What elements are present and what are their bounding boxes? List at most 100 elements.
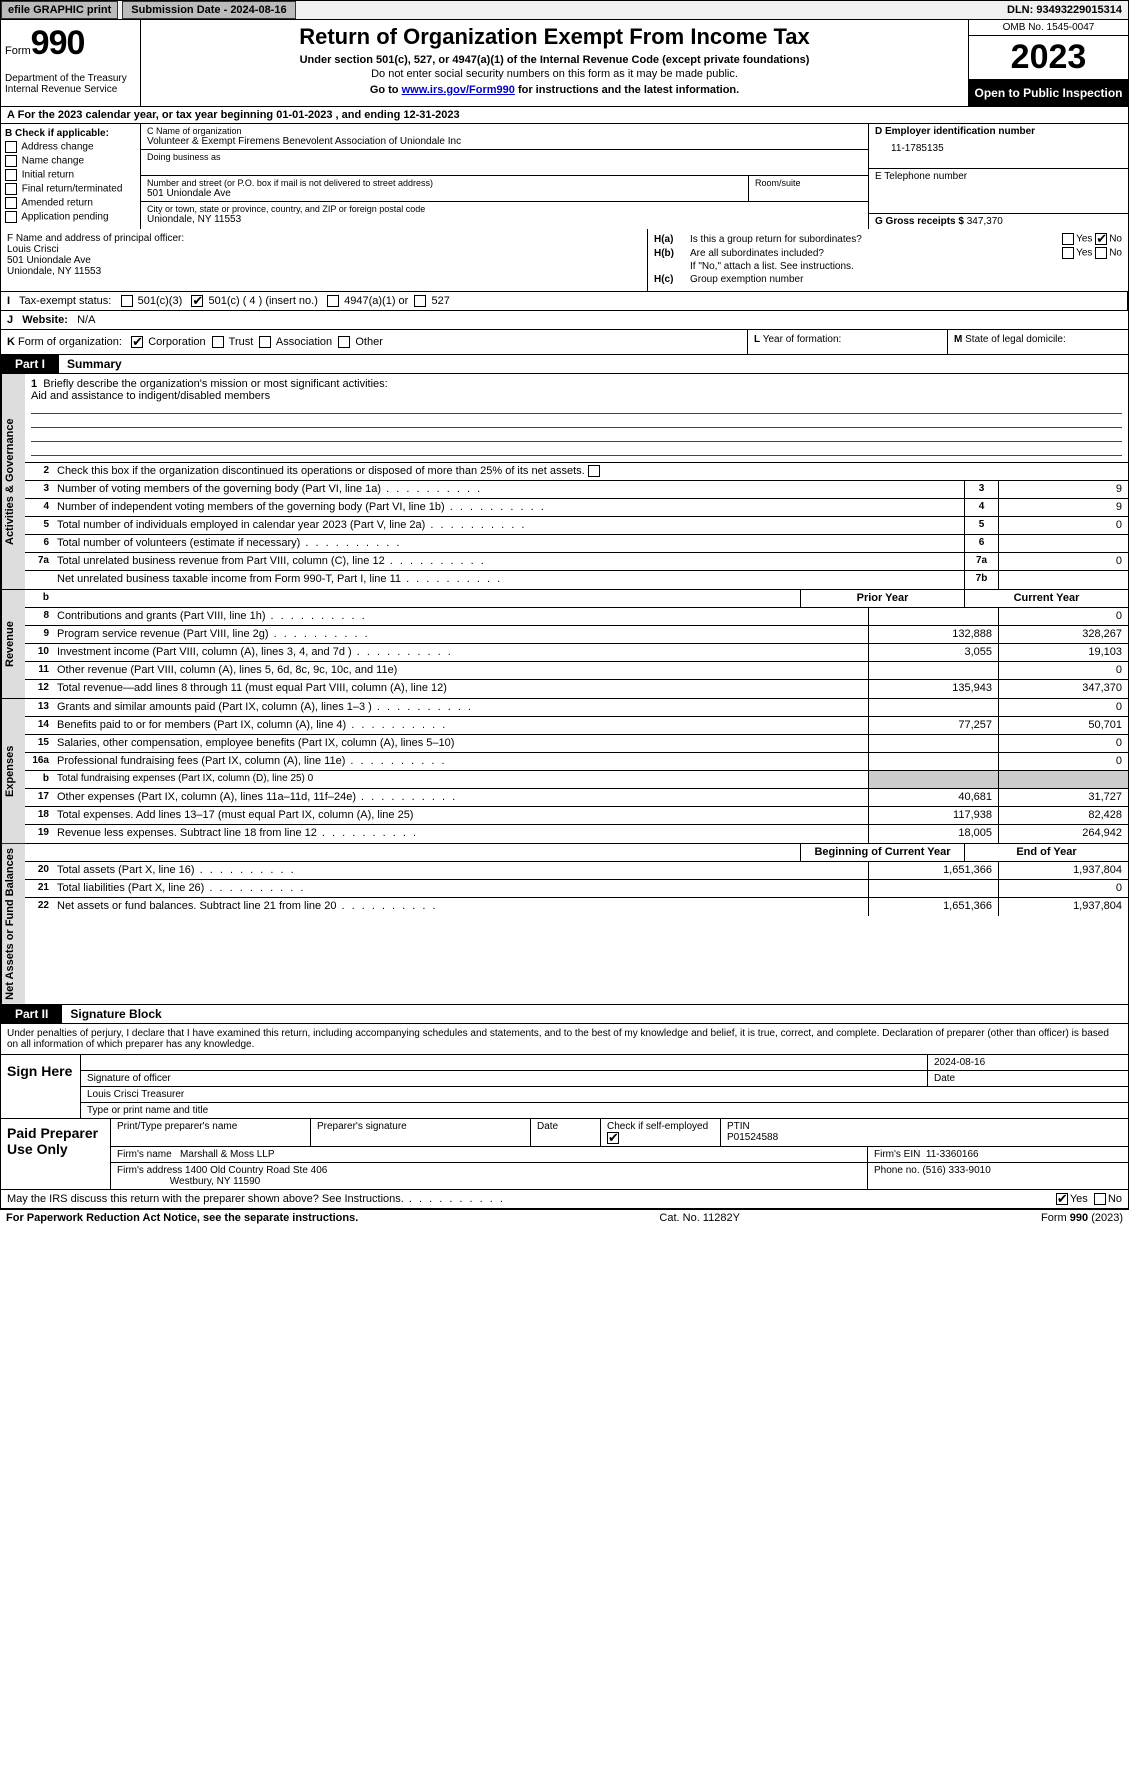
line-20: Total assets (Part X, line 16)	[53, 862, 868, 879]
chk-corporation[interactable]: Corporation	[131, 336, 206, 348]
firm-address: Firm's address 1400 Old Country Road Ste…	[111, 1163, 868, 1189]
line-15: Salaries, other compensation, employee b…	[53, 735, 868, 752]
ha-yes[interactable]: Yes	[1062, 233, 1092, 245]
vlabel-nab: Net Assets or Fund Balances	[1, 844, 25, 1004]
val-7b	[998, 571, 1128, 589]
box-m: M State of legal domicile:	[948, 330, 1128, 354]
submission-date-badge: Submission Date - 2024-08-16	[122, 1, 295, 19]
line-17: Other expenses (Part IX, column (A), lin…	[53, 789, 868, 806]
boxes-d-e-g: D Employer identification number 11-1785…	[868, 124, 1128, 229]
sig-date-lbl: Date	[928, 1071, 1128, 1086]
line-22: Net assets or fund balances. Subtract li…	[53, 898, 868, 916]
irs-link[interactable]: www.irs.gov/Form990	[402, 84, 515, 96]
form-note: Do not enter social security numbers on …	[149, 68, 960, 80]
chk-501c[interactable]: 501(c) ( 4 ) (insert no.)	[191, 295, 317, 307]
chk-amended-return[interactable]: Amended return	[5, 197, 136, 209]
paid-preparer-block: Paid Preparer Use Only Print/Type prepar…	[0, 1119, 1129, 1190]
street-cell: Number and street (or P.O. box if mail i…	[141, 176, 748, 202]
box-i-row: I Tax-exempt status: 501(c)(3) 501(c) ( …	[0, 292, 1129, 311]
chk-discontinued[interactable]	[588, 465, 600, 477]
efile-print-button[interactable]: efile GRAPHIC print	[1, 1, 118, 19]
chk-association[interactable]: Association	[259, 336, 332, 348]
chk-name-change[interactable]: Name change	[5, 155, 136, 167]
sign-here-block: Sign Here 2024-08-16 Signature of office…	[0, 1054, 1129, 1119]
line-7a: Total unrelated business revenue from Pa…	[53, 553, 964, 570]
prep-sig-hdr: Preparer's signature	[311, 1119, 531, 1146]
hb-no[interactable]: No	[1095, 247, 1122, 259]
sign-here-label: Sign Here	[1, 1055, 81, 1118]
discuss-no[interactable]: No	[1094, 1193, 1122, 1205]
org-name: Volunteer & Exempt Firemens Benevolent A…	[147, 136, 862, 147]
col-curr: Current Year	[964, 590, 1128, 607]
line-21: Total liabilities (Part X, line 26)	[53, 880, 868, 897]
line-7b: Net unrelated business taxable income fr…	[53, 571, 964, 589]
form-subtitle: Under section 501(c), 527, or 4947(a)(1)…	[149, 54, 960, 66]
box-b-label: B Check if applicable:	[5, 128, 136, 139]
city: Uniondale, NY 11553	[147, 214, 862, 225]
chk-application-pending[interactable]: Application pending	[5, 211, 136, 223]
tax-year: 2023	[969, 36, 1128, 80]
line-18: Total expenses. Add lines 13–17 (must eq…	[53, 807, 868, 824]
chk-501c3[interactable]: 501(c)(3)	[121, 295, 183, 307]
vlabel-ag: Activities & Governance	[1, 374, 25, 589]
cat-no: Cat. No. 11282Y	[358, 1212, 1041, 1224]
line-8: Contributions and grants (Part VIII, lin…	[53, 608, 868, 625]
box-k: K Form of organization: Corporation Trus…	[1, 330, 748, 354]
chk-trust[interactable]: Trust	[212, 336, 254, 348]
prep-self-hdr: Check if self-employed	[601, 1119, 721, 1146]
box-j: J Website: N/A	[1, 311, 1128, 329]
chk-4947[interactable]: 4947(a)(1) or	[327, 295, 408, 307]
line-11: Other revenue (Part VIII, column (A), li…	[53, 662, 868, 679]
city-cell: City or town, state or province, country…	[141, 202, 868, 227]
dba-cell: Doing business as	[141, 150, 868, 176]
line-1: 1 Briefly describe the organization's mi…	[25, 374, 1128, 463]
top-toolbar: efile GRAPHIC print Submission Date - 20…	[0, 0, 1129, 20]
hb-yes[interactable]: Yes	[1062, 247, 1092, 259]
box-e: E Telephone number	[869, 169, 1128, 214]
ha-no[interactable]: No	[1095, 233, 1122, 245]
val-6	[998, 535, 1128, 552]
paid-preparer-label: Paid Preparer Use Only	[1, 1119, 111, 1189]
box-c: C Name of organization Volunteer & Exemp…	[141, 124, 868, 229]
box-j-row: J Website: N/A	[0, 311, 1129, 330]
chk-final-return[interactable]: Final return/terminated	[5, 183, 136, 195]
box-h: H(a) Is this a group return for subordin…	[648, 229, 1128, 291]
perjury-text: Under penalties of perjury, I declare th…	[0, 1024, 1129, 1054]
officer-name-title: Louis Crisci Treasurer	[81, 1087, 1128, 1102]
line-6: Total number of volunteers (estimate if …	[53, 535, 964, 552]
firm-name: Firm's name Marshall & Moss LLP	[111, 1147, 868, 1162]
chk-address-change[interactable]: Address change	[5, 141, 136, 153]
form-goto: Go to www.irs.gov/Form990 for instructio…	[149, 84, 960, 96]
part-1-header: Part I Summary	[0, 355, 1129, 374]
section-expenses: Expenses 13Grants and similar amounts pa…	[0, 699, 1129, 844]
gross-receipts: 347,370	[967, 216, 1003, 227]
omb-number: OMB No. 1545-0047	[969, 20, 1128, 36]
discuss-yes[interactable]: Yes	[1056, 1193, 1088, 1205]
open-public-badge: Open to Public Inspection	[969, 80, 1128, 106]
val-5: 0	[998, 517, 1128, 534]
box-b: B Check if applicable: Address change Na…	[1, 124, 141, 229]
line-12: Total revenue—add lines 8 through 11 (mu…	[53, 680, 868, 698]
box-i: I Tax-exempt status: 501(c)(3) 501(c) ( …	[1, 292, 1128, 310]
chk-initial-return[interactable]: Initial return	[5, 169, 136, 181]
officer-city: Uniondale, NY 11553	[7, 266, 641, 277]
form-word: Form	[5, 45, 31, 57]
section-revenue: Revenue bPrior YearCurrent Year 8Contrib…	[0, 590, 1129, 699]
discuss-row: May the IRS discuss this return with the…	[0, 1190, 1129, 1209]
prep-date-hdr: Date	[531, 1119, 601, 1146]
col-beg: Beginning of Current Year	[800, 844, 964, 861]
street: 501 Uniondale Ave	[147, 188, 742, 199]
box-g: G Gross receipts $ 347,370	[869, 214, 1128, 229]
chk-self-employed[interactable]	[607, 1132, 619, 1144]
vlabel-exp: Expenses	[1, 699, 25, 843]
website-value: N/A	[77, 314, 95, 326]
prep-ptin: PTINP01524588	[721, 1119, 1128, 1146]
prep-name-hdr: Print/Type preparer's name	[111, 1119, 311, 1146]
chk-other[interactable]: Other	[338, 336, 383, 348]
vlabel-rev: Revenue	[1, 590, 25, 698]
officer-street: 501 Uniondale Ave	[7, 255, 641, 266]
org-name-cell: C Name of organization Volunteer & Exemp…	[141, 124, 868, 150]
discuss-text: May the IRS discuss this return with the…	[7, 1193, 1056, 1205]
chk-527[interactable]: 527	[414, 295, 449, 307]
box-l: L Year of formation:	[748, 330, 948, 354]
